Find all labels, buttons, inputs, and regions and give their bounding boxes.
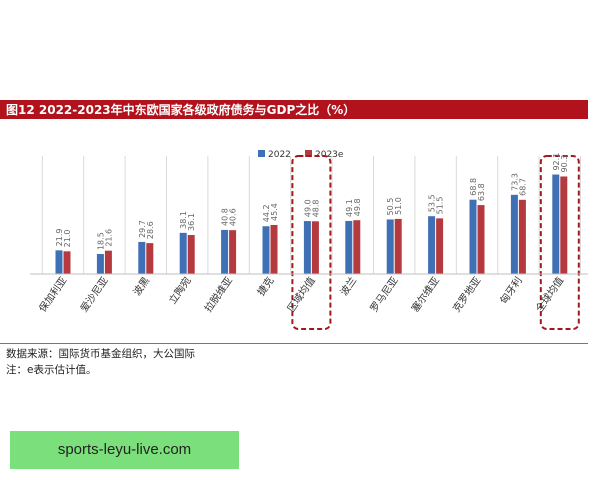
bar — [394, 218, 402, 274]
data-label: 90.3 — [560, 155, 569, 173]
data-label: 28.6 — [146, 221, 155, 239]
bar — [428, 216, 436, 274]
bar — [63, 251, 71, 274]
category-label: 爱沙尼亚 — [77, 274, 111, 314]
category-label: 匈牙利 — [497, 274, 525, 306]
category-label: 拉脱维亚 — [201, 274, 235, 314]
bar — [518, 199, 526, 274]
legend-label: 2022 — [268, 150, 291, 160]
data-label: 68.7 — [518, 178, 527, 196]
bar — [229, 230, 237, 274]
category-label: 全球均值 — [533, 274, 567, 314]
data-label: 50.5 — [386, 198, 395, 216]
data-label: 48.8 — [311, 199, 320, 217]
legend-swatch — [258, 150, 265, 157]
bar — [386, 219, 394, 274]
data-label: 63.8 — [477, 183, 486, 201]
category-label: 保加利亚 — [36, 274, 70, 314]
chart-title-bar: 图12 2022-2023年中东欧国家各级政府债务与GDP之比（%） — [0, 100, 588, 119]
bar — [345, 220, 353, 274]
data-label: 73.3 — [510, 173, 519, 191]
data-label: 49.0 — [303, 199, 312, 217]
highlight-box — [291, 155, 332, 330]
data-label: 38.1 — [179, 211, 188, 229]
bar-chart: 2022 2023e 21.9 21.0 保加利亚 18.5 21.6 爱沙尼亚 29.7 28.… — [30, 150, 588, 330]
bar — [303, 221, 311, 274]
bar — [104, 250, 112, 274]
bar — [262, 226, 270, 274]
data-label: 51.0 — [394, 197, 403, 215]
data-label: 18.5 — [96, 232, 105, 250]
bar — [270, 224, 278, 274]
bar — [55, 250, 63, 274]
promo-banner[interactable]: sports-leyu-live.com — [10, 431, 239, 469]
bar — [187, 235, 195, 274]
bar — [221, 229, 229, 274]
bar — [146, 243, 154, 274]
data-label: 21.9 — [55, 229, 64, 247]
data-label: 21.0 — [63, 230, 72, 248]
data-label: 49.8 — [353, 198, 362, 216]
category-label: 立陶宛 — [166, 274, 194, 306]
bar — [353, 220, 361, 274]
bar — [179, 232, 187, 274]
bar — [96, 254, 104, 274]
data-label: 40.8 — [221, 208, 230, 226]
footer-divider — [0, 343, 588, 344]
data-label: 29.7 — [138, 220, 147, 238]
bar — [436, 218, 444, 274]
bar — [477, 205, 485, 274]
data-label: 40.6 — [229, 208, 238, 226]
data-label: 51.5 — [436, 197, 445, 215]
bar — [469, 199, 477, 274]
bar — [510, 194, 518, 274]
bar — [311, 221, 319, 274]
data-label: 45.4 — [270, 203, 279, 221]
category-label: 捷克 — [254, 274, 276, 298]
data-label: 44.2 — [262, 204, 271, 222]
data-label: 68.8 — [469, 178, 478, 196]
data-label: 53.5 — [428, 194, 437, 212]
legend-label: 2023e — [315, 150, 344, 160]
promo-text: sports-leyu-live.com — [57, 441, 192, 458]
category-label: 波黑 — [130, 274, 152, 298]
category-label: 罗马尼亚 — [368, 275, 401, 315]
bar — [138, 241, 146, 274]
category-label: 波兰 — [337, 274, 359, 298]
data-label: 36.1 — [187, 213, 196, 231]
category-label: 塞尔维亚 — [408, 274, 442, 314]
data-label: 21.6 — [104, 229, 113, 247]
category-label: 区域均值 — [284, 274, 318, 314]
bar — [560, 176, 568, 274]
highlight-box — [539, 155, 580, 330]
legend-swatch — [305, 150, 312, 157]
data-label: 49.1 — [345, 199, 354, 217]
bar — [552, 174, 560, 274]
chart-title: 图12 2022-2023年中东欧国家各级政府债务与GDP之比（%） — [6, 103, 356, 117]
source-note: 数据来源：国际货币基金组织，大公国际 — [6, 348, 195, 360]
data-label: 92.1 — [552, 153, 561, 171]
estimate-note: 注：e表示估计值。 — [6, 364, 97, 376]
chart-figure: 图12 2022-2023年中东欧国家各级政府债务与GDP之比（%） 2022 2… — [0, 100, 588, 378]
category-label: 克罗地亚 — [450, 274, 484, 314]
